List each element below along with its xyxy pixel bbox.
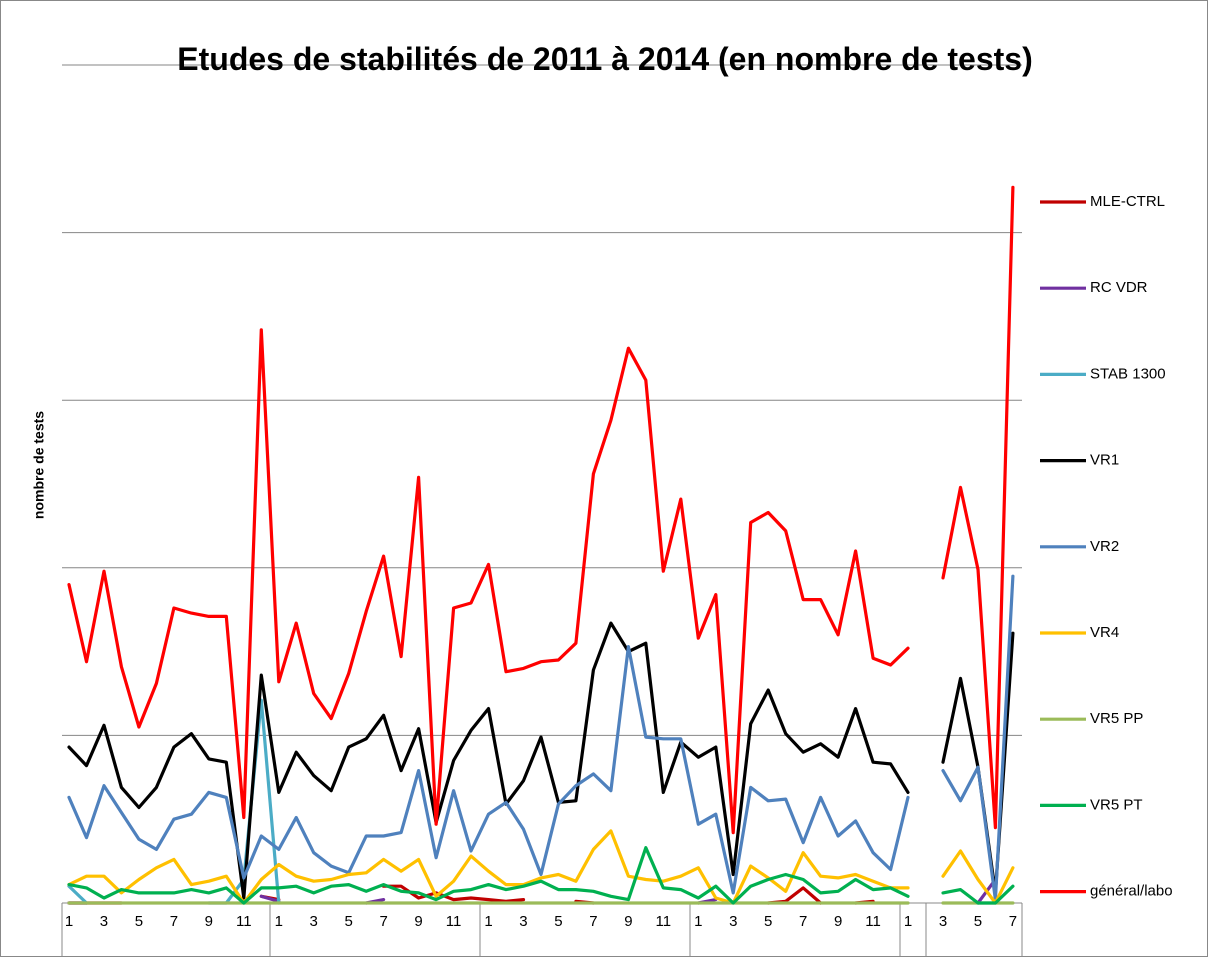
x-tick-label: 7	[379, 913, 387, 930]
x-tick-label: 5	[135, 913, 143, 930]
legend-label: VR5 PP	[1090, 710, 1143, 727]
x-tick-label: 1	[694, 913, 702, 930]
x-group-dividers	[61, 903, 1023, 957]
x-tick-label: 1	[275, 913, 283, 930]
x-tick-label: 5	[345, 913, 353, 930]
x-tick-label: 7	[799, 913, 807, 930]
series-line	[67, 574, 1015, 902]
legend-label: VR4	[1090, 624, 1119, 641]
x-tick-label: 3	[310, 913, 318, 930]
x-tick-label: 3	[729, 913, 737, 930]
x-tick-label: 5	[554, 913, 562, 930]
x-tick-label: 9	[205, 913, 213, 930]
y-axis-label: nombre de tests	[31, 411, 47, 519]
x-tick-label: 9	[414, 913, 422, 930]
x-tick-label: 1	[65, 913, 73, 930]
series-line	[67, 846, 1015, 905]
legend-label: VR1	[1090, 452, 1119, 469]
legend-label: RC VDR	[1090, 279, 1148, 296]
x-tick-label: 5	[764, 913, 772, 930]
x-tick-label: 7	[1009, 913, 1017, 930]
x-tick-label: 3	[100, 913, 108, 930]
legend-label: MLE-CTRL	[1090, 193, 1165, 210]
chart-title: Etudes de stabilités de 2011 à 2014 (en …	[177, 41, 1033, 77]
x-tick-label: 11	[446, 913, 462, 930]
x-tick-label: 11	[865, 913, 881, 930]
x-tick-label: 7	[170, 913, 178, 930]
x-tick-label: 3	[519, 913, 527, 930]
x-tick-label: 1	[484, 913, 492, 930]
x-tick-label: 1	[904, 913, 912, 930]
x-tick-label: 11	[656, 913, 672, 930]
x-tick-label: 3	[939, 913, 947, 930]
legend-label: VR2	[1090, 538, 1119, 555]
legend-label: VR5 PT	[1090, 796, 1143, 813]
x-tick-label: 9	[834, 913, 842, 930]
x-tick-label: 5	[974, 913, 982, 930]
x-tick-label: 11	[236, 913, 252, 930]
legend-label: STAB 1300	[1090, 365, 1166, 382]
x-tick-label: 9	[624, 913, 632, 930]
legend-label: général/labo	[1090, 883, 1173, 900]
series-line	[67, 185, 1015, 835]
x-tick-label: 7	[589, 913, 597, 930]
